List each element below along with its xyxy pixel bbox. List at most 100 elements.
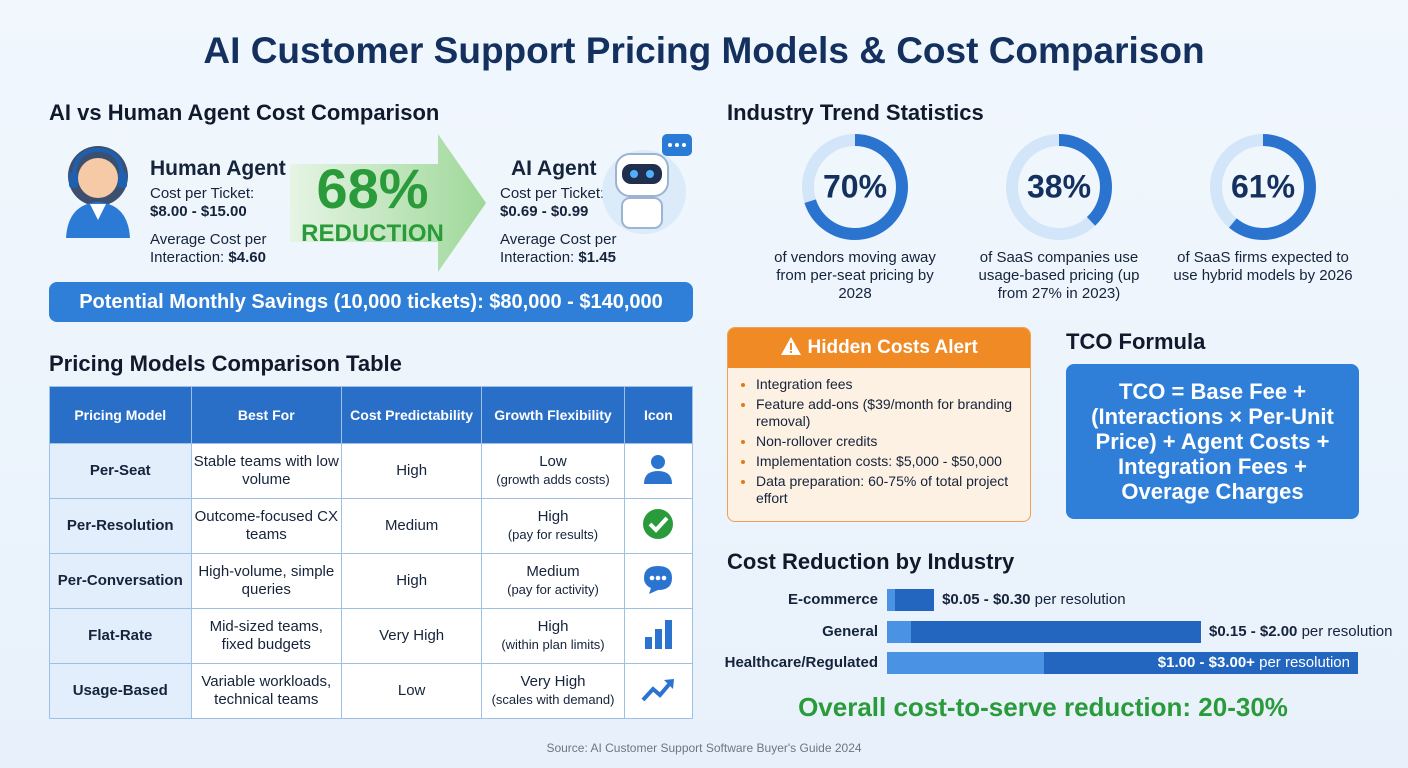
cell: Variable workloads, technical teams [190, 663, 343, 719]
table-row: Flat-Rate Mid-sized teams, fixed budgets V… [49, 608, 694, 664]
donut: 61% [1210, 134, 1316, 240]
bar-base [887, 620, 911, 643]
cell: Very High [341, 608, 483, 664]
label: Average Cost per Interaction: [150, 231, 267, 266]
row-icon [644, 454, 673, 484]
robot-icon [602, 134, 692, 234]
alert-item: Feature add-ons ($39/month for branding … [756, 396, 1020, 430]
stat-text: of vendors moving away from per-seat pri… [774, 249, 936, 302]
donut: 38% [1006, 134, 1112, 240]
alert-text: Integration fees [756, 376, 853, 392]
range: $0.15 - $2.00 [1209, 622, 1298, 640]
bar-range [910, 620, 1201, 643]
section-heading: Pricing Models Comparison Table [49, 351, 402, 376]
table-row: Per-Resolution Outcome-focused CX teams Me… [49, 498, 694, 554]
table-row: Per-Seat Stable teams with low volume High… [49, 443, 694, 499]
row-icon [645, 619, 673, 649]
column-header: Growth Flexibility [481, 386, 625, 444]
alert-text: Non-rollover credits [756, 433, 878, 449]
unit: per resolution [1034, 591, 1126, 608]
alert-item: Data preparation: 60-75% of total projec… [756, 473, 1020, 507]
alert-item: Implementation costs: $5,000 - $50,000 [756, 453, 1020, 470]
savings-banner: Potential Monthly Savings (10,000 ticket… [49, 282, 693, 322]
cell [623, 608, 694, 664]
growth-note: (pay for activity) [507, 582, 599, 597]
ai-ticket: Cost per Ticket: $0.69 - $0.99 Average C… [500, 185, 625, 267]
growth-note: (scales with demand) [491, 692, 615, 707]
row-icon [643, 508, 674, 539]
cell: High (pay for results) [481, 498, 625, 554]
human-ticket: Cost per Ticket: $8.00 - $15.00 Average … [150, 185, 285, 267]
bar-label: $0.05 - $0.30 per resolution [942, 591, 1125, 608]
ai-name: AI Agent [511, 157, 597, 180]
bar-base [887, 652, 1044, 674]
stat-text: of SaaS firms expected to use hybrid mod… [1173, 249, 1353, 284]
row-icon [644, 565, 673, 594]
summary: Overall cost-to-serve reduction: 20-30% [798, 692, 1288, 722]
cell: Low [341, 663, 483, 719]
tco-formula: TCO = Base Fee + (Interactions × Per-Uni… [1091, 379, 1334, 504]
cell: Per-Conversation [49, 553, 192, 609]
warning-icon [781, 337, 802, 355]
cell [623, 443, 694, 499]
reduction-value: 68% [316, 157, 429, 220]
bar-range [1044, 652, 1358, 674]
alert-text: Data preparation: 60-75% of total projec… [756, 473, 1009, 506]
growth-note: (growth adds costs) [496, 472, 610, 487]
cell: High [341, 443, 483, 499]
human-icon [66, 146, 130, 238]
alert-list: Integration fees Feature add-ons ($39/mon… [756, 376, 1020, 507]
label: Average Cost per Interaction: [500, 231, 617, 266]
growth-level: High [537, 618, 569, 635]
row-icon [641, 678, 675, 701]
growth-level: Very High [520, 673, 586, 690]
donut-label: 61% [1231, 168, 1295, 204]
unit: per resolution [1259, 654, 1350, 671]
column-header: Icon [623, 386, 694, 444]
donut: 70% [802, 134, 908, 240]
value: $0.69 - $0.99 [500, 203, 589, 220]
cell: High-volume, simple queries [190, 553, 343, 609]
donut-label: 70% [823, 168, 887, 204]
cell: Low (growth adds costs) [481, 443, 625, 499]
growth-note: (pay for results) [507, 527, 599, 542]
growth-level: High [537, 508, 569, 525]
column-header: Cost Predictability [341, 386, 483, 444]
bar-range [894, 589, 935, 611]
section-heading: AI vs Human Agent Cost Comparison [49, 100, 440, 125]
range: $0.05 - $0.30 [942, 591, 1031, 608]
section-heading: Cost Reduction by Industry [727, 549, 1015, 574]
label: Cost per Ticket: [500, 185, 605, 202]
alert-item: Integration fees [756, 376, 1020, 393]
label: Average Cost per Interaction: $4.60 [150, 231, 285, 267]
donut-arc [1210, 134, 1316, 240]
alert-heading: Hidden Costs Alert [807, 337, 978, 358]
bar-label: $0.15 - $2.00 per resolution [1209, 623, 1392, 640]
donut-arc [1006, 134, 1112, 240]
cell: Outcome-focused CX teams [190, 498, 343, 554]
reduction: 68% REDUCTION [290, 158, 455, 248]
donut-arc [802, 134, 908, 240]
value: $1.45 [578, 249, 616, 266]
cell: Medium (pay for activity) [481, 553, 625, 609]
unit: per resolution [1301, 622, 1393, 640]
cell: Medium [341, 498, 483, 554]
cell: Stable teams with low volume [190, 443, 343, 499]
value: $4.60 [228, 249, 266, 266]
label: Average Cost per Interaction: $1.45 [500, 231, 625, 267]
alert-text: Feature add-ons ($39/month for branding … [756, 396, 1013, 429]
section-heading: Industry Trend Statistics [727, 100, 984, 125]
section-heading: TCO Formula [1066, 329, 1206, 354]
header-row: Pricing Model Best For Cost Predictability… [49, 386, 694, 444]
alert-header: Hidden Costs Alert [728, 328, 1030, 368]
cell: Mid-sized teams, fixed budgets [190, 608, 343, 664]
alert-text: Implementation costs: $5,000 - $50,000 [756, 453, 1002, 469]
bar-label: $1.00 - $3.00+ per resolution [1158, 654, 1350, 671]
stat-text: of SaaS companies use usage-based pricin… [978, 249, 1140, 302]
tco-box: TCO = Base Fee + (Interactions × Per-Uni… [1066, 364, 1359, 519]
alert-item: Non-rollover credits [756, 433, 1020, 450]
cell: Flat-Rate [49, 608, 192, 664]
label: Cost per Ticket: [150, 185, 255, 202]
